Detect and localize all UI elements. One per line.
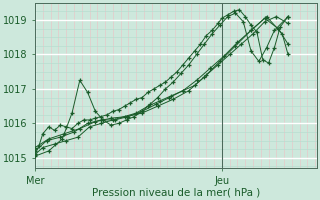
X-axis label: Pression niveau de la mer( hPa ): Pression niveau de la mer( hPa ) bbox=[92, 187, 260, 197]
